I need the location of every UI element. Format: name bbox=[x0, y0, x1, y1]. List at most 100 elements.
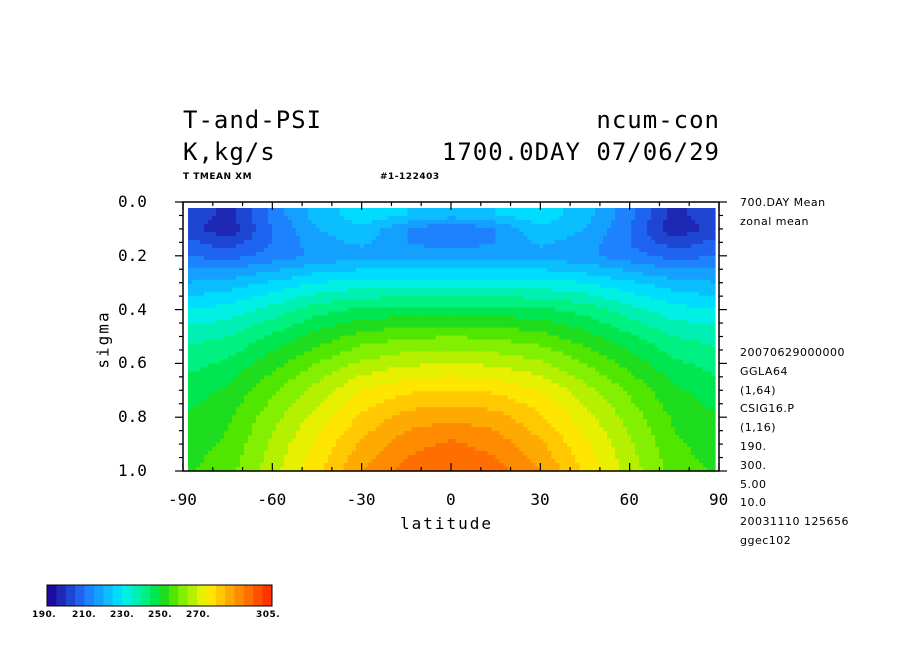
heat-cell bbox=[475, 327, 481, 333]
heat-cell bbox=[531, 315, 536, 321]
heat-cell bbox=[603, 347, 608, 353]
heat-cell bbox=[563, 247, 568, 253]
heat-cell bbox=[519, 299, 524, 305]
heat-cell bbox=[411, 315, 417, 321]
heat-cell bbox=[683, 263, 688, 269]
heat-cell bbox=[399, 287, 405, 293]
heat-cell bbox=[555, 219, 560, 225]
heat-cell bbox=[643, 307, 648, 313]
heat-cell bbox=[315, 351, 321, 357]
heat-cell bbox=[523, 223, 528, 229]
heat-cell bbox=[263, 263, 269, 269]
heat-cell bbox=[471, 275, 477, 281]
heat-cell bbox=[399, 239, 405, 245]
heat-cell bbox=[283, 303, 289, 309]
heat-cell bbox=[207, 255, 213, 261]
heat-cell bbox=[579, 335, 584, 341]
heat-cell bbox=[511, 303, 516, 309]
heat-cell bbox=[343, 247, 349, 253]
heat-cell bbox=[435, 211, 441, 217]
heat-cell bbox=[603, 295, 608, 301]
heat-cell bbox=[503, 243, 508, 249]
heat-cell bbox=[451, 287, 457, 293]
heat-cell bbox=[519, 331, 524, 337]
heat-cell bbox=[535, 227, 540, 233]
heat-cell bbox=[623, 339, 628, 345]
heat-cell bbox=[619, 279, 624, 285]
heat-cell bbox=[211, 291, 217, 297]
heat-cell bbox=[303, 323, 309, 329]
heat-cell bbox=[239, 263, 245, 269]
heat-cell bbox=[415, 343, 421, 349]
heat-cell bbox=[711, 331, 716, 337]
heat-cell bbox=[531, 251, 536, 257]
heat-cell bbox=[219, 347, 225, 353]
heat-cell bbox=[483, 343, 489, 349]
heat-cell bbox=[623, 235, 628, 241]
heat-cell bbox=[527, 279, 532, 285]
heat-cell bbox=[523, 235, 528, 241]
heat-cell bbox=[431, 327, 437, 333]
heat-cell bbox=[551, 351, 556, 357]
heat-cell bbox=[331, 319, 337, 325]
heat-cell bbox=[303, 211, 309, 217]
heat-cell bbox=[351, 299, 357, 305]
heat-cell bbox=[251, 327, 257, 333]
heat-cell bbox=[215, 259, 221, 265]
heat-cell bbox=[279, 291, 285, 297]
heat-cell bbox=[655, 303, 660, 309]
heat-cell bbox=[427, 251, 433, 257]
heat-cell bbox=[595, 299, 600, 305]
heat-cell bbox=[379, 267, 385, 273]
heat-cell bbox=[235, 251, 241, 257]
heat-cell bbox=[711, 243, 716, 249]
heat-cell bbox=[395, 227, 401, 233]
heat-cell bbox=[559, 287, 564, 293]
heat-cell bbox=[199, 223, 205, 229]
heat-cell bbox=[411, 323, 417, 329]
heat-cell bbox=[415, 231, 421, 237]
heat-cell bbox=[603, 263, 608, 269]
heat-cell bbox=[663, 247, 668, 253]
heat-cell bbox=[263, 208, 269, 213]
heat-cell bbox=[639, 243, 644, 249]
heat-cell bbox=[355, 219, 361, 225]
heat-cell bbox=[219, 315, 225, 321]
heat-cell bbox=[383, 267, 389, 273]
heat-cell bbox=[271, 215, 277, 221]
heat-cell bbox=[679, 347, 684, 353]
heat-cell bbox=[507, 355, 512, 361]
heat-cell bbox=[571, 247, 576, 253]
heat-cell bbox=[663, 351, 668, 357]
heat-cell bbox=[403, 339, 409, 345]
heat-cell bbox=[227, 355, 233, 361]
heat-cell bbox=[467, 283, 473, 289]
heat-cell bbox=[331, 219, 337, 225]
heat-cell bbox=[523, 351, 528, 357]
heat-cell bbox=[427, 291, 433, 297]
heat-cell bbox=[455, 251, 461, 257]
heat-cell bbox=[663, 335, 668, 341]
heat-cell bbox=[323, 339, 329, 345]
heat-cell bbox=[643, 275, 648, 281]
heat-cell bbox=[511, 311, 516, 317]
heat-cell bbox=[703, 303, 708, 309]
heat-cell bbox=[215, 279, 221, 285]
heat-cell bbox=[275, 287, 281, 293]
heat-cell bbox=[603, 343, 608, 349]
heat-cell bbox=[435, 275, 441, 281]
heat-cell bbox=[355, 343, 361, 349]
heat-cell bbox=[487, 347, 493, 353]
heat-cell bbox=[667, 259, 672, 265]
heat-cell bbox=[511, 327, 516, 333]
heat-cell bbox=[419, 267, 425, 273]
heat-cell bbox=[595, 227, 600, 233]
heat-cell bbox=[363, 351, 369, 357]
heat-cell bbox=[655, 315, 660, 321]
heat-cell bbox=[207, 327, 213, 333]
heat-cell bbox=[683, 299, 688, 305]
heat-cell bbox=[519, 307, 524, 313]
heat-cell bbox=[435, 283, 441, 289]
heat-cell bbox=[639, 287, 644, 293]
heat-cell bbox=[499, 327, 504, 333]
